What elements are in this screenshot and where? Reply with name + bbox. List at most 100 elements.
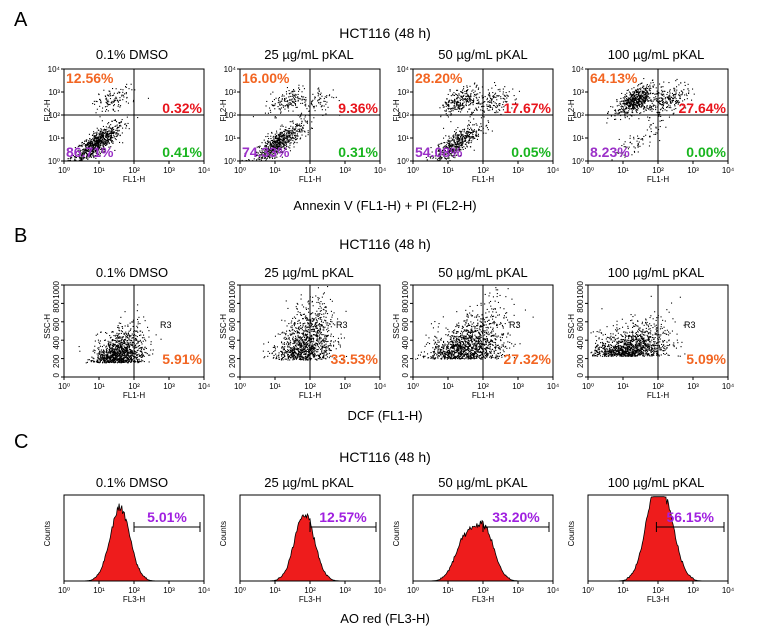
dcf-dot <box>100 354 102 356</box>
annexin-dot <box>98 140 100 142</box>
annexin-dot <box>626 146 628 148</box>
annexin-dot <box>455 148 457 150</box>
annexin-dot <box>301 99 303 101</box>
dcf-dot <box>97 359 99 361</box>
annexin-dot <box>453 141 455 143</box>
annexin-dot <box>96 140 98 142</box>
annexin-dot <box>451 149 453 151</box>
annexin-dot <box>468 129 470 131</box>
annexin-panel-4-y-tick-label: 10³ <box>572 88 584 97</box>
annexin-dot <box>629 137 631 139</box>
annexin-dot <box>494 102 496 104</box>
annexin-dot <box>630 99 632 101</box>
annexin-dot <box>296 137 298 139</box>
annexin-dot <box>290 133 292 135</box>
annexin-dot <box>97 155 99 157</box>
annexin-dot <box>465 137 467 139</box>
annexin-dot <box>638 95 640 97</box>
annexin-dot <box>99 105 101 107</box>
dcf-dot <box>321 339 323 341</box>
annexin-dot <box>633 91 635 93</box>
dcf-dot <box>328 352 330 354</box>
annexin-dot <box>679 101 681 103</box>
annexin-dot <box>120 121 122 123</box>
annexin-dot <box>98 133 100 135</box>
dcf-dot <box>136 361 138 363</box>
annexin-dot <box>501 106 503 108</box>
annexin-dot <box>639 98 641 100</box>
dcf-dot <box>118 347 120 349</box>
annexin-dot <box>264 145 266 147</box>
annexin-dot <box>280 135 282 137</box>
dcf-dot <box>132 341 134 343</box>
annexin-dot <box>100 137 102 139</box>
annexin-dot <box>462 107 464 109</box>
annexin-dot <box>305 135 307 137</box>
dcf-dot <box>102 357 104 359</box>
annexin-dot <box>669 94 671 96</box>
dcf-dot <box>110 347 112 349</box>
dcf-dot <box>122 351 124 353</box>
annexin-dot <box>80 158 82 160</box>
annexin-dot <box>85 145 87 147</box>
annexin-dot <box>264 145 266 147</box>
annexin-dot <box>288 146 290 148</box>
annexin-dot <box>673 97 675 99</box>
annexin-dot <box>82 155 84 157</box>
annexin-dot <box>464 137 466 139</box>
annexin-dot <box>80 154 82 156</box>
annexin-dot <box>431 151 433 153</box>
annexin-dot <box>632 107 634 109</box>
dcf-panel-1-x-tick-label: 10¹ <box>93 382 105 391</box>
annexin-dot <box>472 111 474 113</box>
annexin-dot <box>451 102 453 104</box>
annexin-dot <box>109 92 111 94</box>
annexin-dot <box>473 92 475 94</box>
annexin-dot <box>493 105 495 107</box>
annexin-dot <box>663 90 665 92</box>
annexin-dot <box>110 95 112 97</box>
annexin-dot <box>102 107 104 109</box>
annexin-panel-3-dots <box>420 82 520 162</box>
annexin-dot <box>97 144 99 146</box>
dcf-dot <box>140 347 142 349</box>
dcf-dot <box>317 358 319 360</box>
annexin-dot <box>278 135 280 137</box>
dcf-dot <box>112 352 114 354</box>
annexin-dot <box>260 158 262 160</box>
dcf-dot <box>104 359 106 361</box>
annexin-dot <box>638 100 640 102</box>
annexin-dot <box>624 99 626 101</box>
annexin-dot <box>655 132 657 134</box>
dcf-dot <box>99 350 101 352</box>
annexin-dot <box>688 92 690 94</box>
annexin-dot <box>460 131 462 133</box>
annexin-dot <box>464 147 466 149</box>
annexin-dot <box>283 133 285 135</box>
dcf-dot <box>115 359 117 361</box>
dcf-dot <box>123 341 125 343</box>
annexin-dot <box>648 93 650 95</box>
annexin-dot <box>434 155 436 157</box>
annexin-dot <box>457 127 459 129</box>
annexin-dot <box>472 131 474 133</box>
dcf-dot <box>130 360 132 362</box>
annexin-dot <box>70 156 72 158</box>
dcf-dot <box>110 350 112 352</box>
annexin-dot <box>122 89 124 91</box>
annexin-dot <box>469 100 471 102</box>
annexin-dot <box>445 110 447 112</box>
annexin-dot <box>104 106 106 108</box>
annexin-dot <box>255 155 257 157</box>
annexin-dot <box>283 134 285 136</box>
dcf-dot <box>116 339 118 341</box>
annexin-dot <box>101 139 103 141</box>
annexin-dot <box>637 151 639 153</box>
annexin-dot <box>624 111 626 113</box>
dcf-dot <box>126 345 128 347</box>
annexin-dot <box>459 142 461 144</box>
annexin-dot <box>82 158 84 160</box>
dcf-dot <box>85 362 87 364</box>
annexin-dot <box>639 97 641 99</box>
annexin-dot <box>629 100 631 102</box>
